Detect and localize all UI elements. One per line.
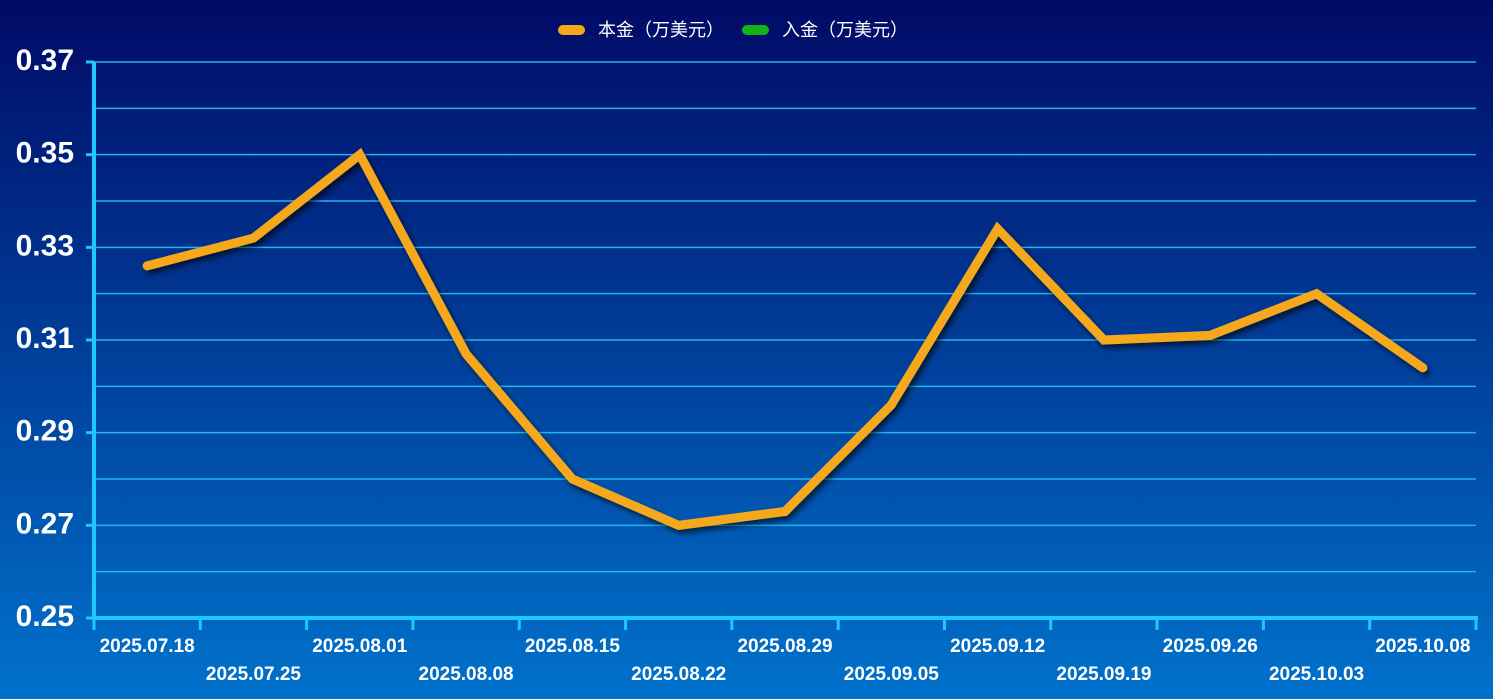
x-tick-label: 2025.08.15 [525, 636, 621, 657]
y-tick-label: 0.37 [16, 44, 74, 77]
x-tick-label: 2025.09.05 [844, 664, 940, 685]
y-tick-label: 0.35 [16, 137, 74, 170]
legend: 本金（万美元） 入金（万美元） [558, 20, 908, 40]
x-tick-label: 2025.07.18 [100, 636, 195, 657]
x-tick-label: 2025.08.22 [631, 664, 726, 685]
y-tick-label: 0.29 [16, 415, 74, 448]
x-tick-label: 2025.10.08 [1375, 636, 1470, 657]
y-tick-label: 0.31 [16, 322, 74, 355]
y-tick-label: 0.27 [16, 507, 74, 540]
series-line [142, 147, 1428, 530]
x-tick-label: 2025.09.19 [1056, 664, 1151, 685]
x-tick-label: 2025.09.12 [950, 636, 1045, 657]
legend-label: 入金（万美元） [782, 20, 908, 40]
y-tick-label: 0.33 [16, 229, 74, 262]
y-tick-label: 0.25 [16, 600, 74, 633]
x-tick-label: 2025.07.25 [206, 664, 302, 685]
x-tick-label: 2025.08.29 [737, 636, 832, 657]
x-tick-label: 2025.08.08 [419, 664, 514, 685]
x-tick-label: 2025.10.03 [1269, 664, 1364, 685]
legend-label: 本金（万美元） [598, 20, 724, 40]
x-tick-label: 2025.09.26 [1163, 636, 1258, 657]
x-tick-label: 2025.08.01 [312, 636, 408, 657]
